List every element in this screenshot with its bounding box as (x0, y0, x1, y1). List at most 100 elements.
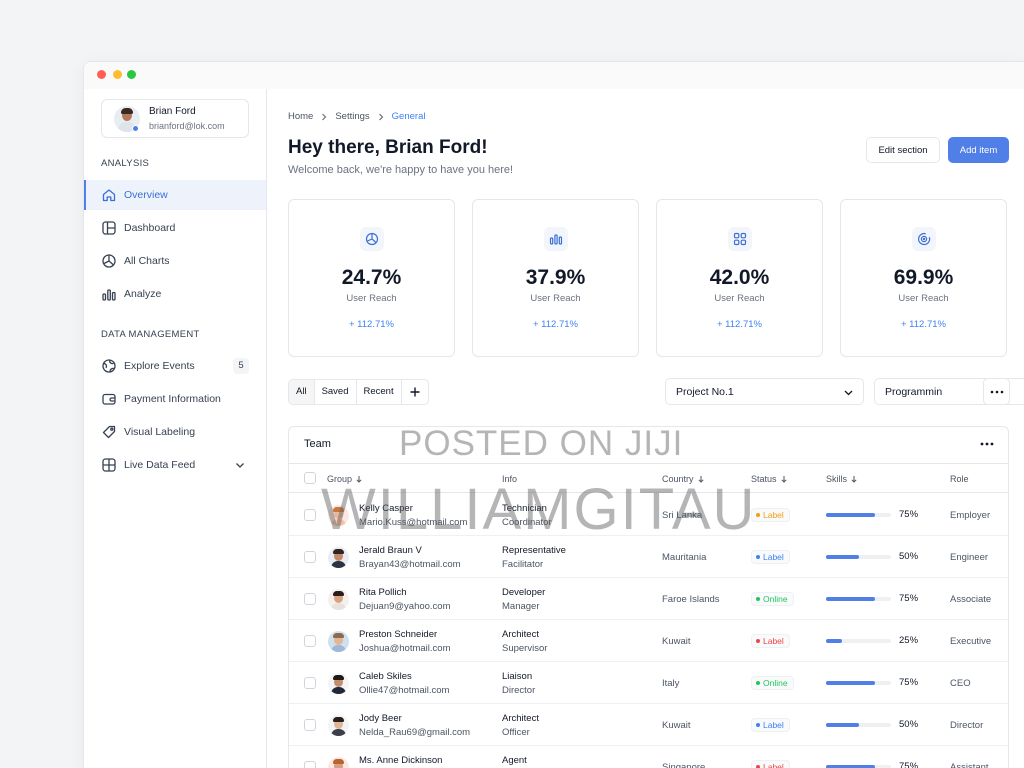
row-checkbox[interactable] (304, 761, 316, 768)
status-badge: Label (751, 634, 790, 648)
table-row[interactable]: Caleb Skiles Ollie47@hotmail.com Liaison Di… (289, 662, 1008, 704)
row-checkbox[interactable] (304, 593, 316, 605)
tab-saved[interactable]: Saved (315, 380, 357, 404)
table-row[interactable]: Jerald Braun V Brayan43@hotmail.com Repres… (289, 536, 1008, 578)
sidebar-item-explore-events[interactable]: Explore Events 5 (84, 351, 266, 381)
sidebar-item-overview[interactable]: Overview (84, 180, 266, 210)
member-role: Executive (950, 636, 992, 647)
column-header-label: Info (502, 474, 518, 484)
stat-label: User Reach (714, 293, 765, 304)
sidebar-item-visual-labeling[interactable]: Visual Labeling (84, 417, 266, 447)
minimize-window-button[interactable] (113, 70, 122, 79)
member-country: Italy (662, 678, 680, 689)
skill-percent: 75% (899, 677, 919, 688)
stat-label: User Reach (346, 293, 397, 304)
table-row[interactable]: Jody Beer Nelda_Rau69@gmail.com Architect O… (289, 704, 1008, 746)
sidebar-item-label: Dashboard (124, 222, 176, 234)
add-filter-button[interactable] (402, 380, 428, 404)
table-row[interactable]: Rita Pollich Dejuan9@yahoo.com Developer Ma… (289, 578, 1008, 620)
breadcrumb-general[interactable]: General (391, 111, 426, 122)
column-skills[interactable]: Skills (826, 474, 858, 484)
count-badge: 5 (233, 358, 249, 374)
main-content: Home Settings General Hey there, Brian F… (267, 89, 1024, 768)
column-group[interactable]: Group (327, 474, 363, 484)
profile-card[interactable]: Brian Ford brianford@lok.com (101, 99, 249, 138)
member-subtitle: Supervisor (502, 643, 548, 654)
breadcrumb: Home Settings General (288, 111, 425, 122)
skill-progress-fill (826, 597, 875, 601)
status-dot (756, 597, 760, 601)
tab-all[interactable]: All (289, 380, 315, 404)
chevron-down-icon[interactable] (234, 459, 246, 471)
member-country: Singapore (662, 762, 706, 768)
table-title: Team (304, 438, 331, 450)
member-country: Mauritania (662, 552, 707, 563)
team-table: Team Group Info Country Status (288, 426, 1009, 768)
table-header: Group Info Country Status Skills (289, 463, 1008, 493)
stat-card: 42.0% User Reach + 112.71% (656, 199, 823, 357)
member-country: Faroe Islands (662, 594, 720, 605)
member-subtitle: Officer (502, 727, 530, 738)
online-status-dot (132, 125, 139, 132)
column-country[interactable]: Country (662, 474, 705, 484)
skill-progress-bar (826, 639, 891, 643)
sidebar-item-label: Visual Labeling (124, 426, 196, 438)
row-checkbox[interactable] (304, 551, 316, 563)
column-header-label: Country (662, 474, 694, 484)
select-all-checkbox[interactable] (304, 472, 316, 484)
member-name: Kelly Casper (359, 503, 413, 514)
table-row[interactable]: Kelly Casper Mario.Kuss@hotmail.com Techni… (289, 494, 1008, 536)
member-email: Dejuan9@yahoo.com (359, 601, 451, 612)
status-badge: Online (751, 676, 794, 690)
row-checkbox[interactable] (304, 635, 316, 647)
table-row[interactable]: Ms. Anne Dickinson Agent Singapore Label 75%… (289, 746, 1008, 768)
skill-progress-fill (826, 639, 843, 643)
maximize-window-button[interactable] (127, 70, 136, 79)
member-name: Rita Pollich (359, 587, 407, 598)
more-options-button[interactable] (983, 378, 1010, 405)
more-horizontal-icon[interactable] (979, 439, 995, 449)
breadcrumb-settings[interactable]: Settings (335, 111, 370, 122)
stat-value: 42.0% (709, 266, 770, 289)
stat-card: 24.7% User Reach + 112.71% (288, 199, 455, 357)
status-badge: Label (751, 550, 790, 564)
member-name: Jody Beer (359, 713, 402, 724)
member-subtitle: Facilitator (502, 559, 544, 570)
section-label-analysis: ANALYSIS (101, 158, 150, 169)
stat-value: 24.7% (341, 266, 402, 289)
sidebar-item-dashboard[interactable]: Dashboard (84, 213, 266, 243)
sidebar-item-all-charts[interactable]: All Charts (84, 246, 266, 276)
sidebar-item-payment-information[interactable]: Payment Information (84, 384, 266, 414)
column-role: Role (950, 474, 969, 484)
close-window-button[interactable] (97, 70, 106, 79)
row-checkbox[interactable] (304, 677, 316, 689)
sort-arrow-icon (356, 476, 362, 483)
sidebar-item-analyze[interactable]: Analyze (84, 279, 266, 309)
member-subtitle: Coordinator (502, 517, 552, 528)
table-row[interactable]: Preston Schneider Joshua@hotmail.com Archi… (289, 620, 1008, 662)
skill-progress-fill (826, 765, 875, 768)
breadcrumb-home[interactable]: Home (288, 111, 314, 122)
project-select-value: Project No.1 (676, 386, 734, 398)
row-checkbox[interactable] (304, 719, 316, 731)
add-item-button[interactable]: Add item (948, 137, 1009, 163)
column-status[interactable]: Status (751, 474, 788, 484)
project-select[interactable]: Project No.1 (665, 378, 864, 405)
stat-change: + 112.71% (901, 319, 946, 330)
member-name: Jerald Braun V (359, 545, 422, 556)
sidebar-item-live-data-feed[interactable]: Live Data Feed (84, 450, 266, 480)
row-checkbox[interactable] (304, 509, 316, 521)
globe-icon (102, 359, 116, 373)
dashboard-icon (102, 221, 116, 235)
sidebar-item-label: Explore Events (124, 360, 195, 372)
stat-label: User Reach (898, 293, 949, 304)
tab-recent[interactable]: Recent (357, 380, 402, 404)
edit-section-button[interactable]: Edit section (866, 137, 940, 163)
member-title: Representative (502, 545, 566, 556)
filter-tabs: All Saved Recent (288, 379, 429, 405)
status-label: Label (763, 636, 784, 646)
more-horizontal-icon (990, 390, 1004, 394)
grid-icon (102, 458, 116, 472)
profile-name: Brian Ford (149, 106, 196, 117)
page-subtitle: Welcome back, we're happy to have you he… (288, 164, 514, 176)
